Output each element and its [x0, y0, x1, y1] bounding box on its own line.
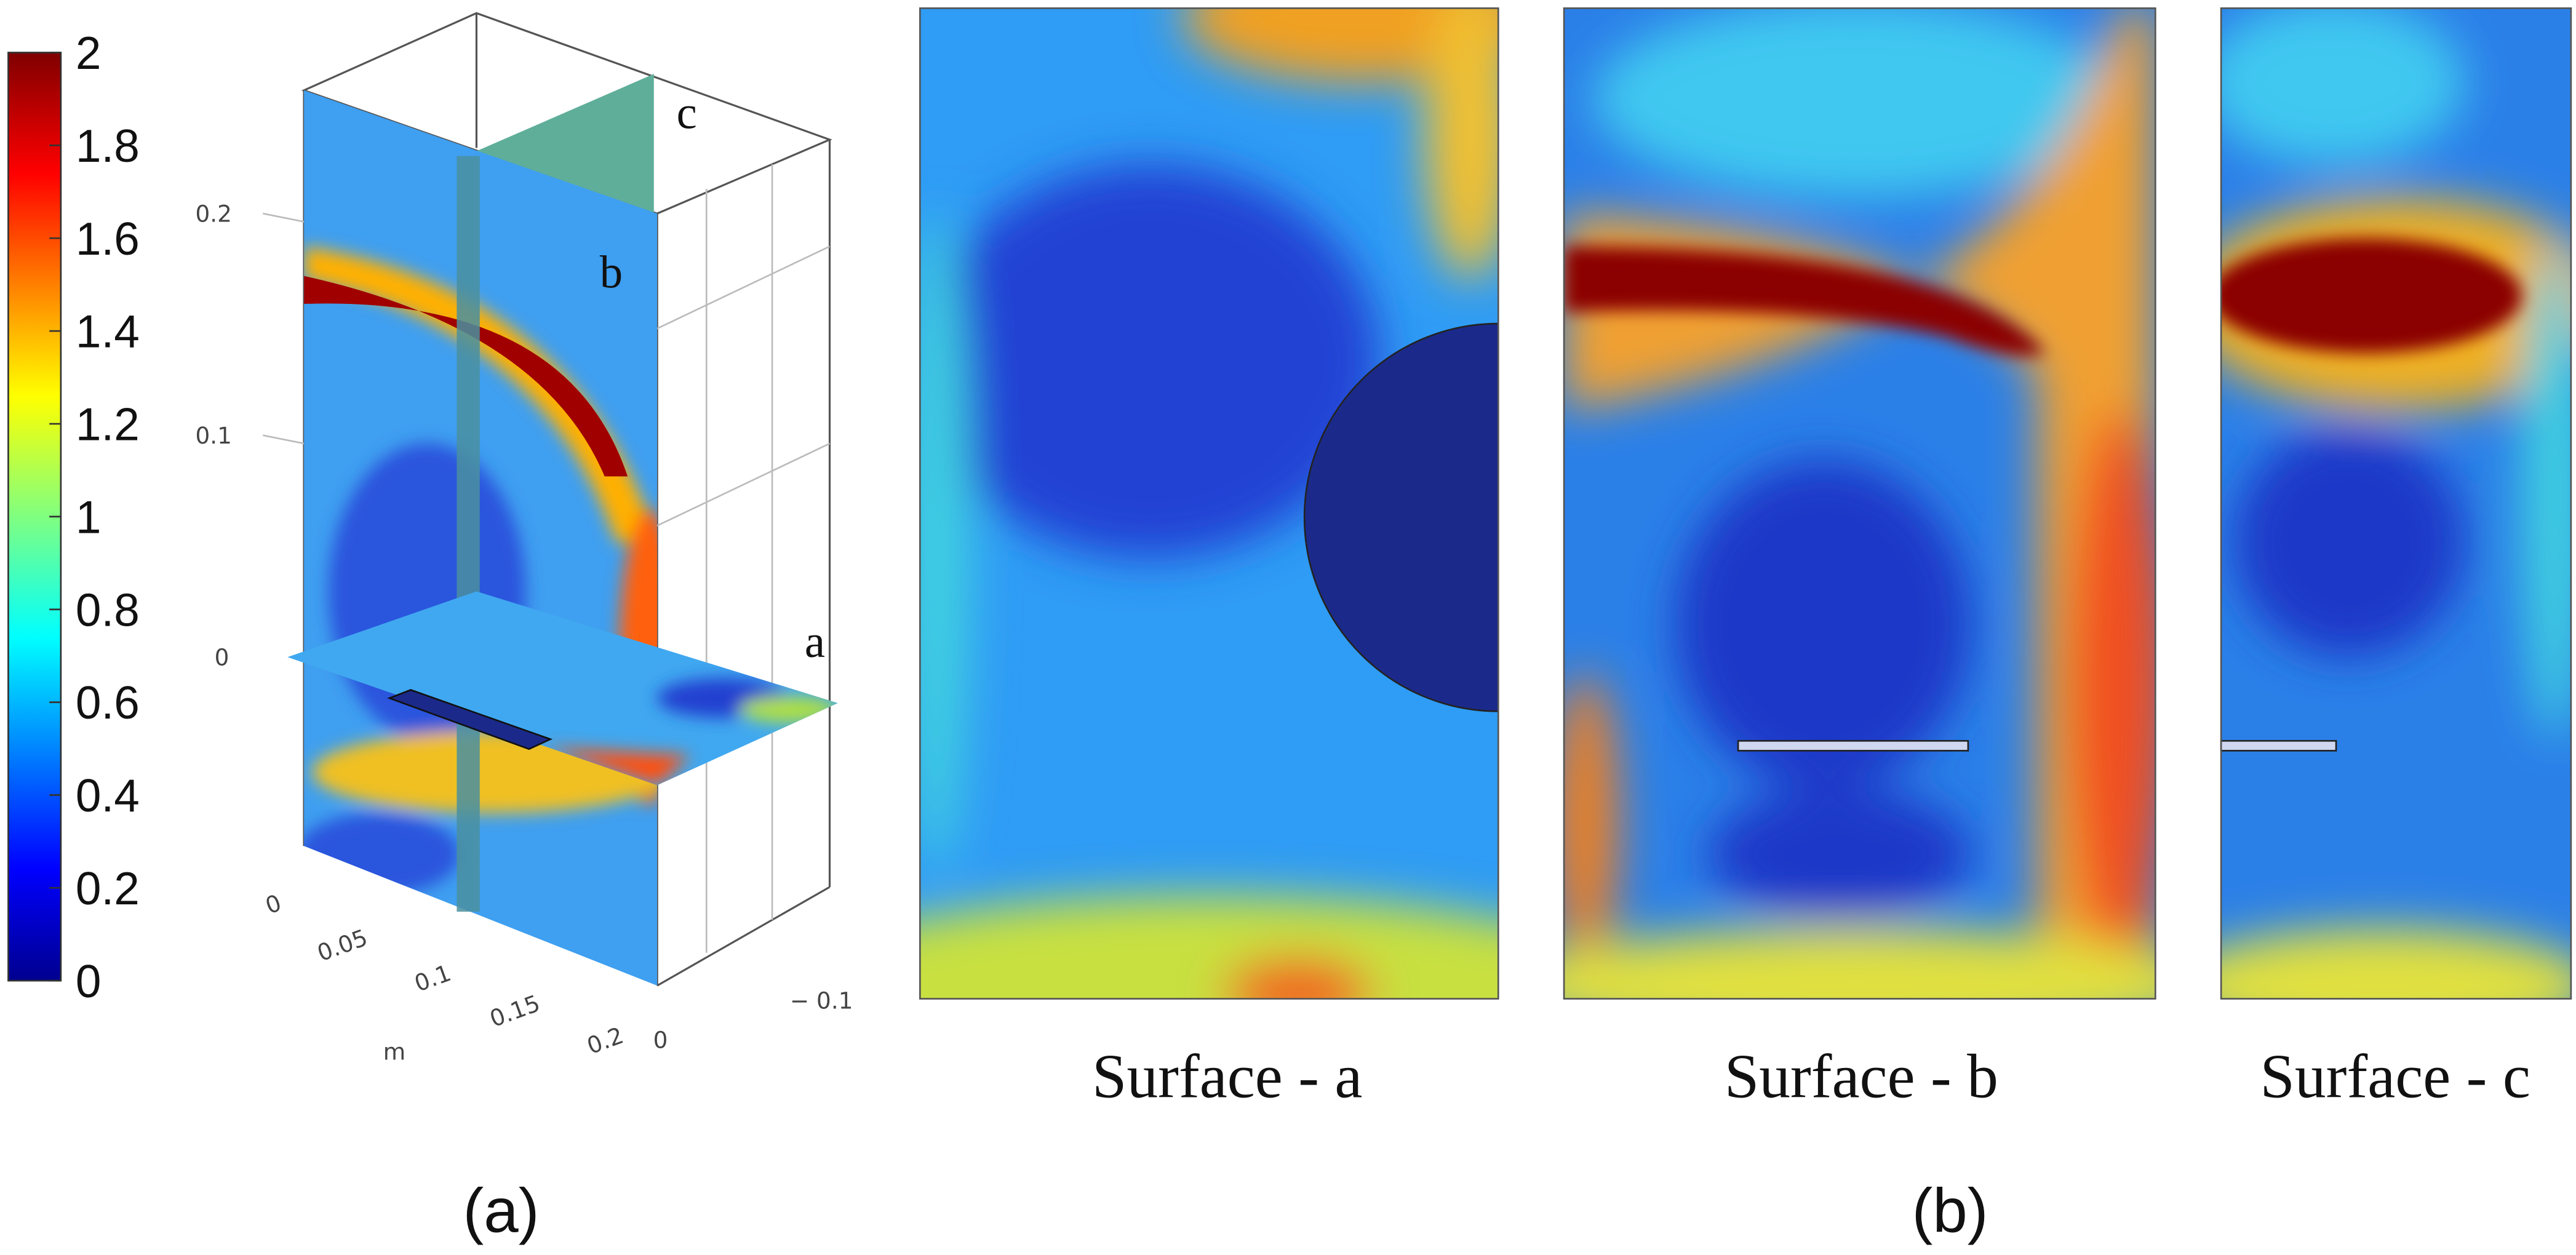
subfigure-label: (b)	[1912, 1176, 1988, 1246]
z-tick-label: 0	[215, 643, 229, 671]
surface-c-map	[2221, 8, 2571, 999]
colorbar-tick-label: 2	[76, 27, 102, 79]
colorbar-tick-label: 0.8	[76, 584, 140, 635]
colorbar-tick-label: 1.6	[76, 213, 140, 265]
y-tick-label: 0	[653, 1027, 668, 1054]
plate	[387, 689, 553, 751]
plane-slice	[457, 156, 480, 912]
subfigure-label: (a)	[463, 1176, 539, 1246]
surface-label: a	[805, 616, 825, 667]
colorbar-tick-label: 1.4	[76, 306, 140, 357]
surface-b-plate	[1737, 739, 1969, 752]
colorbar-ticks: 0 0.2 0.4 0.6 0.8 1 1.2 1.4 1.6 1.8 2	[49, 27, 140, 1007]
x-unit: m	[383, 1038, 405, 1065]
surface-label: c	[677, 87, 697, 138]
x-tick-label: 0.15	[486, 989, 543, 1032]
z-tick-label: 0.2	[195, 200, 231, 227]
colorbar-tick-label: 1.2	[76, 399, 140, 450]
surface-c-frame	[2220, 7, 2572, 1000]
panel-caption: Surface - c	[2260, 1042, 2530, 1111]
surface-b-map	[1564, 8, 2156, 999]
x-tick-label: 0.05	[314, 924, 371, 967]
colorbar-tick-label: 1	[76, 491, 102, 543]
z-tick-label: 0.1	[195, 422, 231, 449]
colorbar-tick-label: 0.6	[76, 677, 140, 728]
x-tick-label: 0	[262, 889, 285, 919]
x-tick-label: 0.2	[583, 1022, 627, 1060]
surface-b-frame	[1563, 7, 2156, 1000]
panel-caption: Surface - b	[1725, 1042, 1998, 1111]
colorbar-tick-label: 0.4	[76, 770, 140, 821]
surface-a-map	[920, 8, 1499, 999]
surface-label: b	[600, 247, 623, 298]
panel-caption: Surface - a	[1092, 1042, 1362, 1111]
plane-b	[304, 90, 658, 986]
y-tick-label: − 0.1	[790, 987, 853, 1014]
colorbar-tick-label: 0.2	[76, 863, 140, 914]
colorbar-tick-label: 1.8	[76, 120, 140, 172]
surface-a-frame	[919, 7, 1499, 1000]
surface-c-plate	[2220, 739, 2337, 752]
colorbar-tick-label: 0	[76, 955, 102, 1007]
x-tick-label: 0.1	[411, 959, 455, 997]
